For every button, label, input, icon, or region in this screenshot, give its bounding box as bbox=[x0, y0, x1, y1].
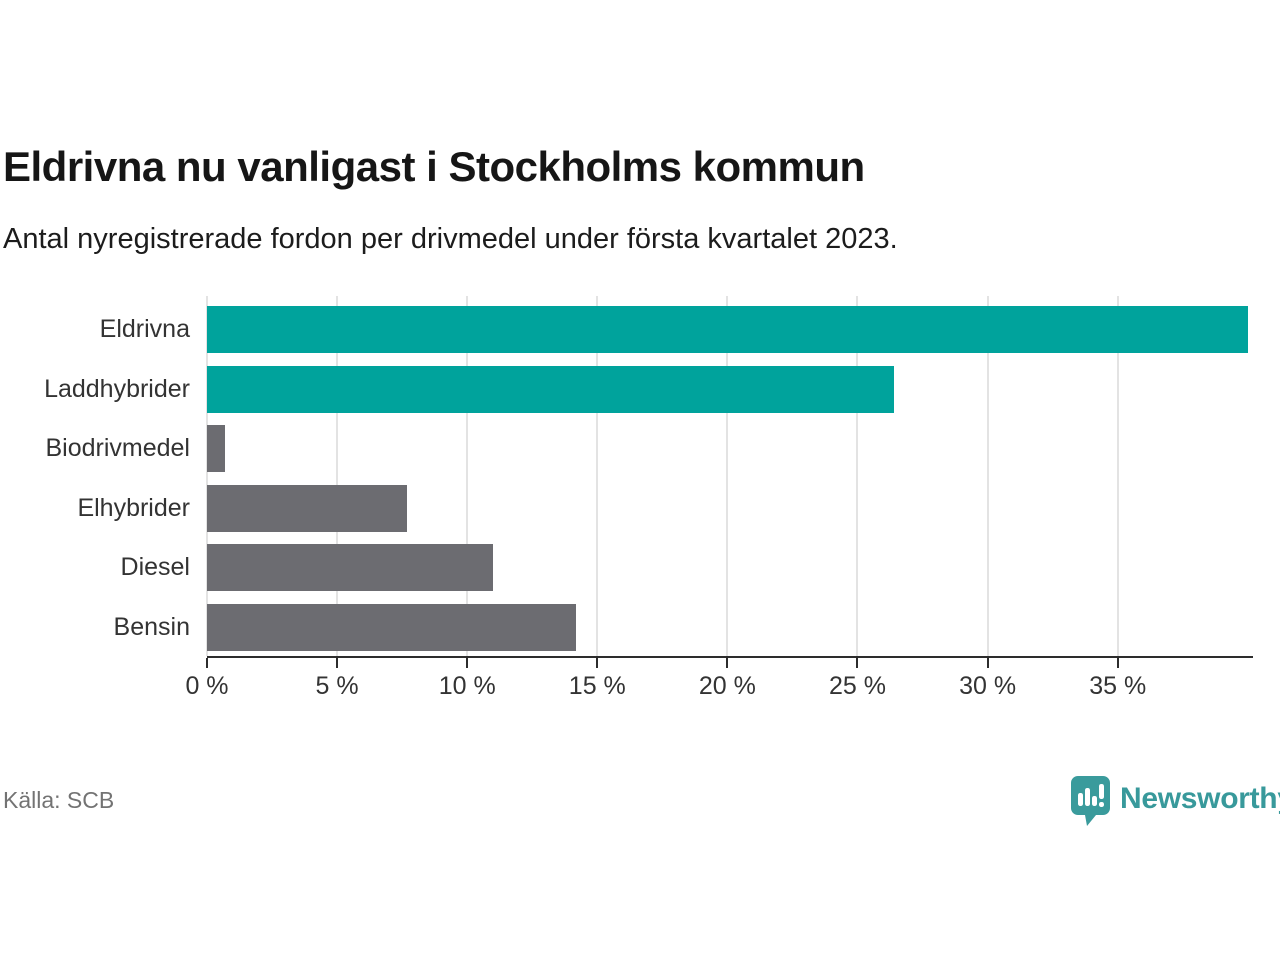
x-axis-tick-label: 10 % bbox=[438, 672, 496, 700]
bar-elhybrider bbox=[207, 484, 408, 532]
chart-subtitle: Antal nyregistrerade fordon per drivmede… bbox=[3, 223, 898, 255]
x-axis-tick bbox=[1116, 658, 1119, 668]
bar-bensin bbox=[207, 603, 577, 651]
gridline bbox=[596, 296, 599, 656]
x-axis-tick bbox=[206, 658, 208, 668]
x-axis-line bbox=[207, 656, 1253, 658]
x-axis-tick-label: 35 % bbox=[1089, 672, 1147, 700]
logo-bubble bbox=[1071, 776, 1110, 826]
chart-title: Eldrivna nu vanligast i Stockholms kommu… bbox=[3, 143, 865, 190]
bar-laddhybrider bbox=[207, 365, 894, 413]
category-label: Biodrivmedel bbox=[45, 434, 190, 463]
gridline bbox=[1116, 296, 1119, 656]
x-axis-tick-label: 25 % bbox=[828, 672, 886, 700]
gridline bbox=[336, 296, 339, 656]
category-label: Diesel bbox=[120, 553, 190, 582]
x-axis-tick-label: 20 % bbox=[698, 672, 756, 700]
x-axis-tick bbox=[596, 658, 599, 668]
x-axis-tick-label: 30 % bbox=[959, 672, 1017, 700]
x-axis-tick bbox=[986, 658, 989, 668]
brand-logo: Newsworthy bbox=[1070, 775, 1280, 832]
gridline bbox=[466, 296, 469, 656]
category-label: Bensin bbox=[113, 612, 190, 641]
x-axis-tick bbox=[856, 658, 859, 668]
gridline bbox=[206, 296, 208, 656]
category-label: Eldrivna bbox=[99, 315, 190, 344]
x-axis-tick bbox=[336, 658, 339, 668]
bar-diesel bbox=[207, 544, 494, 592]
x-axis-tick bbox=[726, 658, 729, 668]
x-axis-tick-label: 15 % bbox=[568, 672, 626, 700]
x-axis-tick bbox=[466, 658, 469, 668]
gridline bbox=[726, 296, 729, 656]
x-axis-tick-label: 0 % bbox=[185, 672, 229, 700]
bar-biodrivmedel bbox=[207, 425, 226, 473]
category-label: Laddhybrider bbox=[44, 374, 190, 403]
source-note: Källa: SCB bbox=[3, 787, 115, 813]
category-label: Elhybrider bbox=[77, 493, 190, 522]
bar-eldrivna bbox=[207, 306, 1248, 354]
newsworthy-icon bbox=[1070, 775, 1111, 832]
x-axis-tick-label: 5 % bbox=[315, 672, 359, 700]
brand-name: Newsworthy bbox=[1120, 782, 1280, 815]
gridline bbox=[986, 296, 989, 656]
gridline bbox=[856, 296, 859, 656]
